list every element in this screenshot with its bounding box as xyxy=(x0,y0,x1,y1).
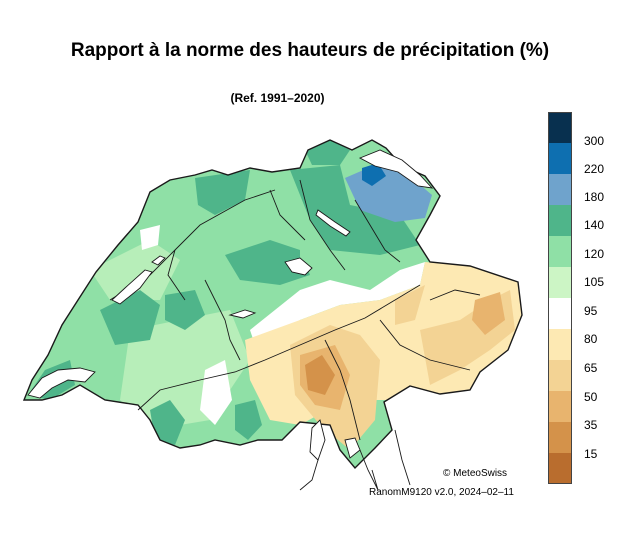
lake-geneva xyxy=(27,367,96,399)
lake-lucerne xyxy=(284,257,313,276)
zone-green-dark-valais xyxy=(150,400,185,445)
zone-green-dark-west xyxy=(100,290,160,345)
zone-green-dark-northeast xyxy=(290,165,420,255)
copyright-credit: © MeteoSwiss xyxy=(443,468,508,479)
version-stamp: RanomM9120 v2.0, 2024–02–11 xyxy=(369,487,514,498)
lake-zurich xyxy=(315,209,351,237)
legend-swatch xyxy=(548,329,572,360)
legend-label-50: 50 xyxy=(584,390,598,404)
legend-label-300: 300 xyxy=(584,134,605,148)
legend-label-105: 105 xyxy=(584,275,605,289)
map-subtitle: (Ref. 1991–2020) xyxy=(230,91,325,105)
zone-white-band xyxy=(250,262,425,360)
legend-swatch xyxy=(548,360,572,391)
zone-green-light-jura xyxy=(90,240,180,300)
southern-lakes-outline xyxy=(299,429,411,491)
zone-white-west xyxy=(140,225,160,250)
map-title: Rapport à la norme des hauteurs de préci… xyxy=(70,40,550,61)
legend-label-35: 35 xyxy=(584,418,598,432)
legend-label-180: 180 xyxy=(584,190,605,204)
zone-orange-mid-engadine xyxy=(472,292,505,335)
country-border xyxy=(22,139,523,470)
precipitation-ratio-field xyxy=(24,140,522,450)
legend-swatch xyxy=(548,236,572,267)
legend-label-15: 15 xyxy=(584,447,598,461)
legend-label-95: 95 xyxy=(584,304,598,318)
legend-colorbar xyxy=(548,112,572,484)
legend-swatch xyxy=(548,205,572,236)
zone-green-dark-jura xyxy=(195,170,250,215)
legend-label-80: 80 xyxy=(584,332,598,346)
lake-thun xyxy=(228,309,257,319)
legend-swatch xyxy=(548,422,572,453)
zone-white-valais xyxy=(200,360,232,425)
zone-green-dark-fribourg xyxy=(165,290,205,330)
lake-maggiore xyxy=(309,419,326,461)
legend-frame xyxy=(548,112,572,484)
legend-swatch xyxy=(548,143,572,174)
zone-green-dark-plateau xyxy=(225,240,310,285)
lake-biel xyxy=(151,255,166,266)
zone-blue-dark-bodensee xyxy=(362,163,386,186)
legend-label-120: 120 xyxy=(584,247,605,261)
legend-label-65: 65 xyxy=(584,361,598,375)
legend-swatch xyxy=(548,298,572,329)
legend-label-140: 140 xyxy=(584,218,605,232)
zone-green-dark-simplon xyxy=(235,400,262,440)
switzerland-map xyxy=(22,139,523,491)
lake-constance xyxy=(358,149,434,189)
legend-swatch xyxy=(548,453,572,484)
lake-neuchatel xyxy=(111,269,153,305)
zone-orange-light-valtellina xyxy=(395,285,425,325)
zone-orange-dark-ticino xyxy=(305,355,335,395)
legend-swatch xyxy=(548,112,572,143)
legend-swatch xyxy=(548,267,572,298)
legend-swatch xyxy=(548,174,572,205)
lakes xyxy=(27,149,434,461)
legend-swatch xyxy=(548,391,572,422)
legend-label-220: 220 xyxy=(584,162,605,176)
